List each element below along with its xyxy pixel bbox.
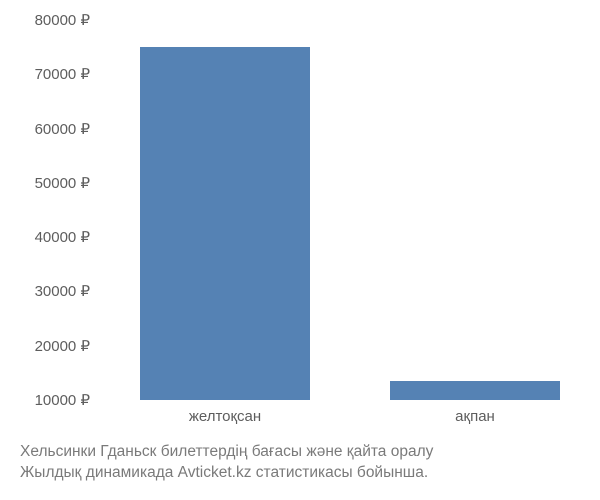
bar [140, 47, 310, 400]
x-tick-label: желтоқсан [189, 408, 261, 425]
y-tick-label: 40000 ₽ [35, 228, 90, 246]
caption-line-1: Хельсинки Гданьск билеттердің бағасы жән… [20, 442, 586, 463]
y-tick-label: 20000 ₽ [35, 337, 90, 355]
price-chart: Хельсинки Гданьск билеттердің бағасы жән… [0, 0, 600, 500]
bar [390, 381, 560, 400]
y-tick-label: 10000 ₽ [35, 391, 90, 409]
y-tick-label: 60000 ₽ [35, 120, 90, 138]
plot-area [100, 20, 570, 400]
y-tick-label: 70000 ₽ [35, 65, 90, 83]
caption-line-2: Жылдық динамикада Avticket.kz статистика… [20, 463, 586, 484]
y-tick-label: 50000 ₽ [35, 174, 90, 192]
chart-caption: Хельсинки Гданьск билеттердің бағасы жән… [0, 442, 600, 484]
x-tick-label: ақпан [455, 408, 495, 425]
y-tick-label: 30000 ₽ [35, 282, 90, 300]
y-tick-label: 80000 ₽ [35, 11, 90, 29]
